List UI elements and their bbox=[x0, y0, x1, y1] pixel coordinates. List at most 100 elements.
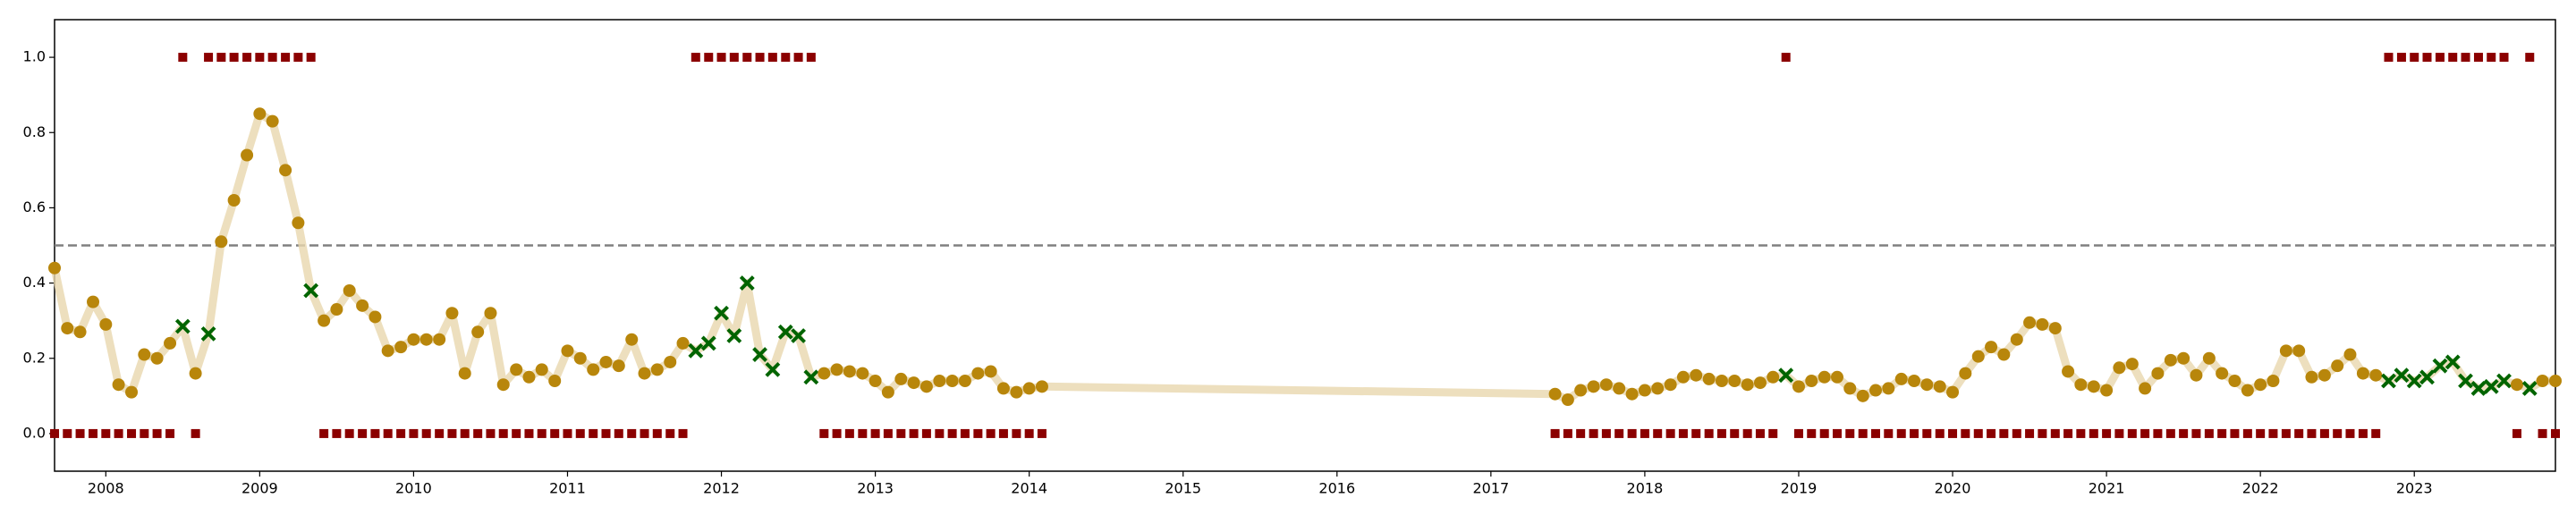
point-marker bbox=[1818, 370, 1831, 384]
flag-marker bbox=[2345, 428, 2355, 438]
flag-marker bbox=[2384, 53, 2394, 63]
point-marker bbox=[2549, 375, 2562, 387]
x-tick-label: 2013 bbox=[857, 480, 894, 497]
x-tick-label: 2019 bbox=[1781, 480, 1818, 497]
flag-marker bbox=[293, 53, 303, 63]
x-tick-label: 2020 bbox=[1935, 480, 1971, 497]
flag-marker bbox=[2127, 428, 2137, 438]
y-tick-label: 0.8 bbox=[23, 123, 46, 140]
point-marker bbox=[958, 375, 971, 387]
flag-marker bbox=[2410, 53, 2419, 63]
x-tick-label: 2009 bbox=[242, 480, 278, 497]
point-marker bbox=[138, 348, 151, 361]
point-marker bbox=[971, 367, 985, 380]
point-marker bbox=[48, 261, 61, 274]
flag-marker bbox=[2396, 53, 2406, 63]
point-marker bbox=[2202, 351, 2216, 365]
flag-marker bbox=[2191, 428, 2201, 438]
flag-marker bbox=[2487, 53, 2496, 63]
point-marker bbox=[2139, 382, 2152, 395]
flag-marker bbox=[2063, 428, 2073, 438]
x-tick-label: 2010 bbox=[395, 480, 432, 497]
point-marker bbox=[241, 148, 254, 162]
flag-marker bbox=[216, 53, 226, 63]
point-marker bbox=[2356, 367, 2369, 380]
flag-marker bbox=[742, 53, 752, 63]
flag-marker bbox=[1640, 428, 1649, 438]
flag-marker bbox=[896, 428, 906, 438]
flag-marker bbox=[1012, 428, 1021, 438]
flag-marker bbox=[2012, 428, 2021, 438]
flag-marker bbox=[2319, 428, 2329, 438]
flag-marker bbox=[2050, 428, 2060, 438]
point-marker bbox=[1894, 372, 1908, 385]
point-marker bbox=[573, 351, 587, 365]
cross-marker bbox=[791, 328, 806, 343]
point-marker bbox=[2292, 344, 2306, 358]
point-marker bbox=[1933, 380, 1946, 393]
point-marker bbox=[2241, 384, 2254, 397]
flag-marker bbox=[204, 53, 214, 63]
flag-marker bbox=[1858, 428, 1868, 438]
flag-marker bbox=[2281, 428, 2291, 438]
flag-marker bbox=[319, 428, 329, 438]
flag-marker bbox=[1768, 428, 1778, 438]
cross-marker bbox=[2496, 373, 2512, 389]
point-marker bbox=[2279, 344, 2292, 358]
flag-marker bbox=[665, 428, 675, 438]
flag-marker bbox=[781, 53, 791, 63]
flag-marker bbox=[2307, 428, 2317, 438]
flag-marker bbox=[396, 428, 406, 438]
point-marker bbox=[2087, 380, 2100, 393]
point-marker bbox=[1728, 375, 1741, 387]
point-marker bbox=[458, 367, 471, 380]
flag-marker bbox=[344, 428, 354, 438]
flag-marker bbox=[1037, 428, 1046, 438]
flag-marker bbox=[1819, 428, 1829, 438]
flag-marker bbox=[2102, 428, 2112, 438]
y-tick-label: 1.0 bbox=[23, 48, 46, 65]
point-marker bbox=[125, 385, 139, 399]
point-marker bbox=[1971, 350, 1985, 363]
point-marker bbox=[2125, 358, 2139, 371]
point-marker bbox=[907, 376, 920, 390]
point-marker bbox=[2254, 378, 2267, 392]
point-marker bbox=[1676, 370, 1690, 384]
flag-marker bbox=[89, 428, 98, 438]
flag-marker bbox=[383, 428, 393, 438]
cross-marker bbox=[2483, 378, 2499, 394]
point-marker bbox=[2074, 378, 2088, 392]
point-marker bbox=[510, 363, 523, 376]
cross-marker bbox=[752, 347, 767, 362]
point-marker bbox=[445, 307, 459, 320]
flag-marker bbox=[640, 428, 649, 438]
point-marker bbox=[830, 363, 843, 376]
flag-marker bbox=[563, 428, 572, 438]
point-marker bbox=[2048, 322, 2062, 335]
flag-marker bbox=[1716, 428, 1726, 438]
flag-marker bbox=[2358, 428, 2368, 438]
flag-marker bbox=[165, 428, 175, 438]
cross-marker bbox=[765, 361, 781, 377]
point-marker bbox=[1830, 370, 1843, 384]
flag-marker bbox=[2473, 53, 2483, 63]
point-marker bbox=[2177, 351, 2190, 365]
flag-marker bbox=[1922, 428, 1932, 438]
point-marker bbox=[292, 216, 305, 230]
flag-marker bbox=[1601, 428, 1611, 438]
flag-marker bbox=[140, 428, 149, 438]
point-marker bbox=[1920, 378, 1934, 392]
point-marker bbox=[2216, 367, 2229, 380]
flag-marker bbox=[537, 428, 547, 438]
x-tick-label: 2021 bbox=[2089, 480, 2125, 497]
point-marker bbox=[1792, 380, 1805, 393]
cross-marker bbox=[2419, 369, 2435, 385]
point-marker bbox=[1690, 368, 1703, 382]
point-marker bbox=[164, 336, 177, 350]
point-marker bbox=[2228, 375, 2241, 387]
flag-marker bbox=[755, 53, 765, 63]
flag-marker bbox=[550, 428, 560, 438]
point-marker bbox=[2023, 316, 2037, 329]
cross-marker bbox=[2458, 373, 2473, 389]
